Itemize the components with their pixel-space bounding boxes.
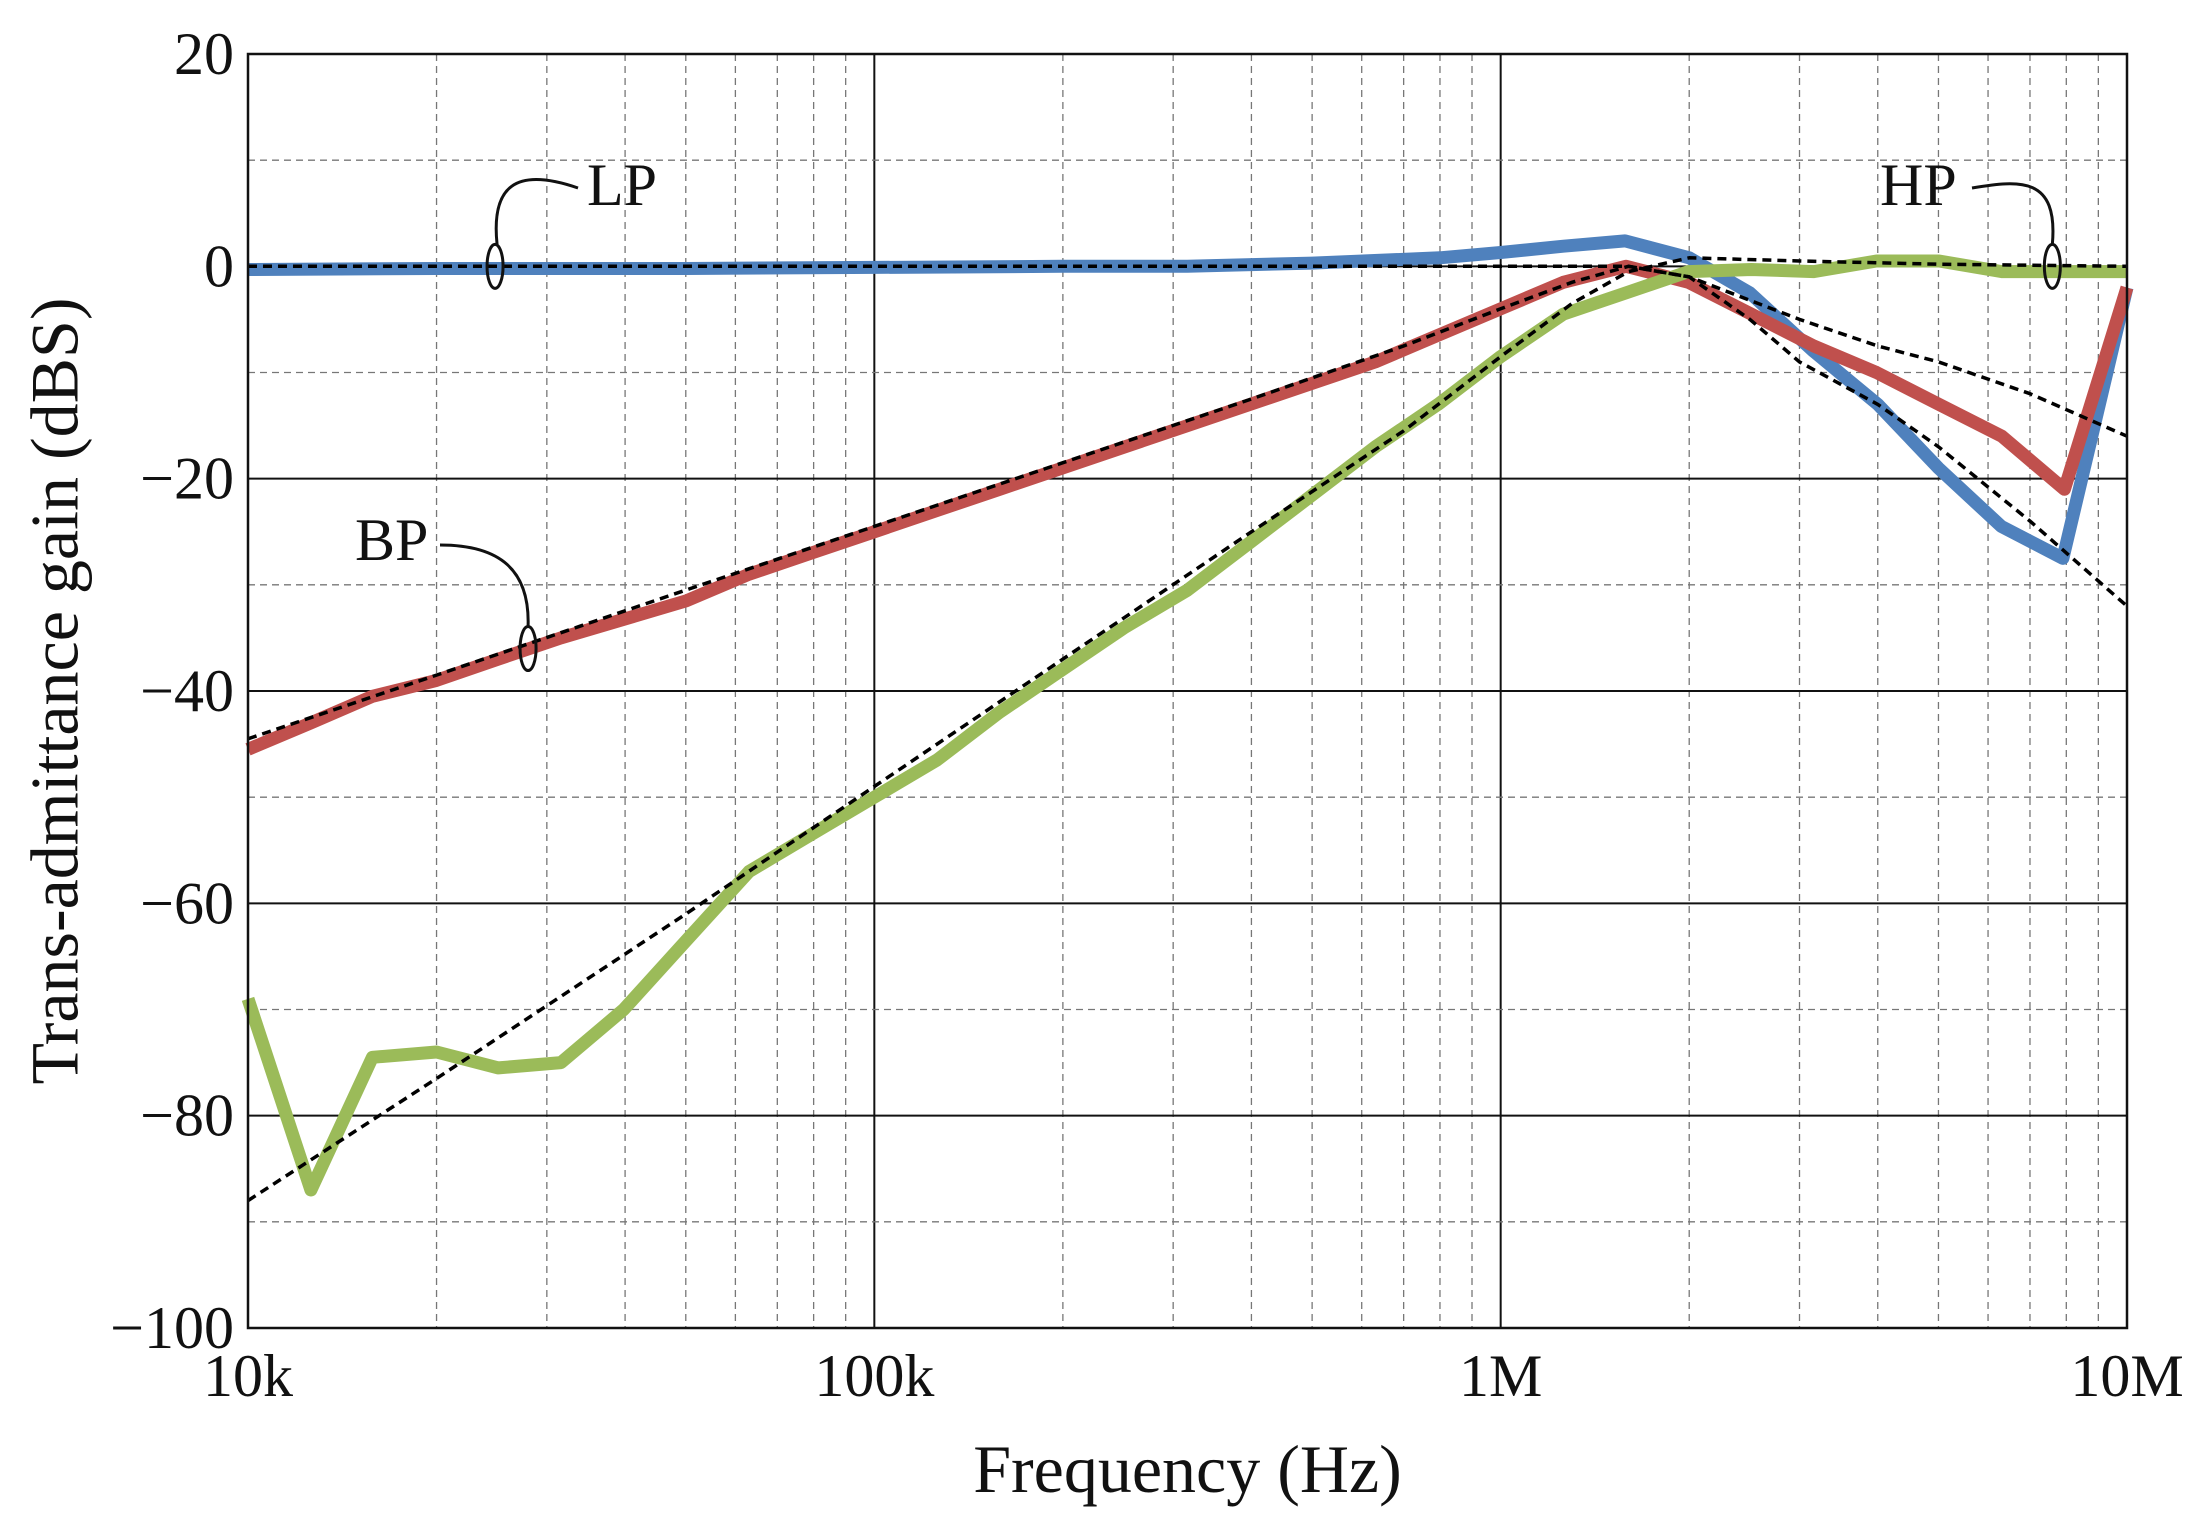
x-tick-label: 1M xyxy=(1459,1343,1542,1409)
callout-ellipse xyxy=(485,242,505,290)
annotations: LP BP HP xyxy=(355,152,2062,673)
callout-leader xyxy=(1971,182,2055,245)
y-tick-label: −60 xyxy=(140,870,234,936)
callout-leader xyxy=(439,543,530,627)
y-tick-label: −80 xyxy=(140,1083,234,1149)
plot-frame xyxy=(246,52,2129,1330)
callout-label: HP xyxy=(1880,152,1957,218)
x-tick-label: 10M xyxy=(2070,1343,2183,1409)
series-line-measured-2 xyxy=(245,259,2134,756)
y-axis-title: Trans-admittance gain (dBS) xyxy=(17,298,93,1085)
callout-label: BP xyxy=(355,507,428,573)
callout-ellipse xyxy=(2042,242,2062,290)
y-tick-label: 20 xyxy=(174,21,234,87)
callout-label: LP xyxy=(587,152,657,218)
x-tick-label: 10k xyxy=(203,1343,293,1409)
x-axis-title: Frequency (Hz) xyxy=(973,1431,1402,1507)
grid xyxy=(247,53,2128,1329)
callout-leader xyxy=(494,178,579,245)
series-group xyxy=(241,234,2134,1203)
y-tick-label: 0 xyxy=(204,233,234,299)
series-line-measured-3 xyxy=(241,254,2127,1197)
y-tick-label: −20 xyxy=(140,446,234,512)
series-line-theory-1 xyxy=(248,264,2129,608)
series-line-measured-1 xyxy=(247,234,2134,565)
tick-labels: 10k 100k 1M 10M 20 0 −20 −40 −60 −80 −100 xyxy=(110,21,2184,1409)
y-tick-label: −40 xyxy=(140,658,234,724)
x-tick-label: 100k xyxy=(814,1343,934,1409)
series-line-theory-3 xyxy=(247,256,2128,1203)
series-line-theory-2 xyxy=(247,264,2128,741)
y-tick-label: −100 xyxy=(110,1295,234,1361)
